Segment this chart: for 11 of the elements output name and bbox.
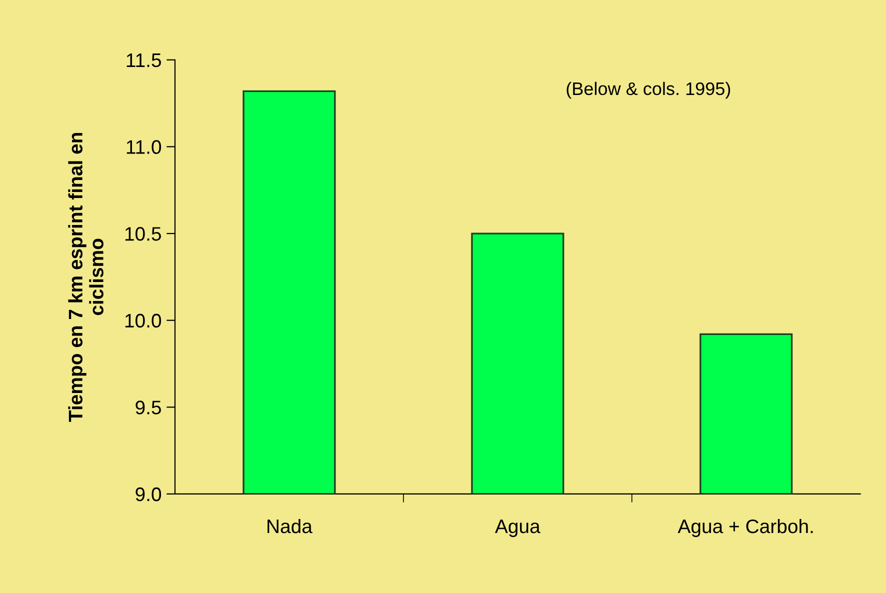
x-tick-label: Agua — [494, 520, 540, 538]
y-axis-title: Tiempo en 7 km esprint final en ciclismo — [68, 132, 104, 422]
y-tick-label: 10.0 — [125, 314, 162, 328]
y-tick-label: 11.5 — [126, 54, 161, 68]
y-tick-label: 9.5 — [136, 400, 161, 414]
y-tick-label: 11.0 — [126, 140, 162, 154]
x-tick-label: Nada — [268, 518, 312, 534]
x-tick-label: Agua + Carboh. — [678, 518, 813, 538]
y-tick-label: 10.5 — [125, 226, 161, 241]
annotation: (Below & cols. 1995) — [566, 82, 730, 99]
y-tick-label: 9.0 — [136, 487, 162, 502]
